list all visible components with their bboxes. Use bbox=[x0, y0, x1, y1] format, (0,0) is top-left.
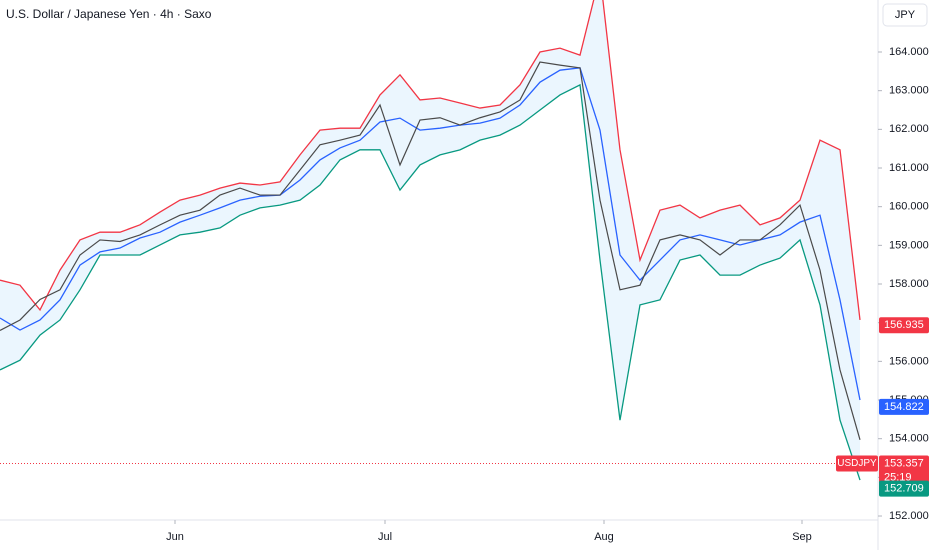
y-tick-label: 164.000 bbox=[889, 46, 929, 58]
price-label-box bbox=[879, 455, 929, 486]
y-tick-label: 158.000 bbox=[889, 278, 929, 290]
plot-area bbox=[0, 0, 878, 481]
series-line bbox=[0, 67, 861, 401]
price-label-box bbox=[879, 480, 929, 497]
y-tick-label: 154.000 bbox=[889, 433, 929, 445]
x-tick-label: Jul bbox=[378, 531, 392, 543]
series-line bbox=[0, 61, 861, 441]
x-tick-label: Sep bbox=[792, 531, 812, 543]
chart-title: U.S. Dollar / Japanese Yen · 4h · Saxo bbox=[6, 7, 212, 21]
y-tick-label: 162.000 bbox=[889, 123, 929, 135]
price-label: 152.709 bbox=[884, 483, 924, 495]
y-tick-label: 163.000 bbox=[889, 85, 929, 97]
series-line bbox=[0, 0, 861, 321]
y-tick-label: 152.000 bbox=[889, 510, 929, 522]
x-tick-label: Jun bbox=[166, 531, 184, 543]
currency-button[interactable] bbox=[882, 3, 928, 27]
price-label-box bbox=[879, 317, 929, 334]
series-line bbox=[0, 83, 861, 481]
currency-label: JPY bbox=[895, 9, 916, 21]
symbol-label: USDJPY bbox=[837, 458, 877, 469]
price-label: 154.822 bbox=[884, 401, 924, 413]
x-tick-label: Aug bbox=[594, 531, 614, 543]
countdown: 25:19 bbox=[884, 471, 912, 483]
y-tick-label: 160.000 bbox=[889, 201, 929, 213]
y-tick-label: 159.000 bbox=[889, 239, 929, 251]
price-label: 153.357 bbox=[884, 457, 924, 469]
y-tick-label: 156.000 bbox=[889, 355, 929, 367]
price-label-box bbox=[879, 398, 929, 415]
y-tick-label: 161.000 bbox=[889, 162, 929, 174]
price-label: 156.935 bbox=[884, 319, 924, 331]
band-fill bbox=[0, 0, 860, 481]
symbol-box bbox=[836, 455, 878, 472]
